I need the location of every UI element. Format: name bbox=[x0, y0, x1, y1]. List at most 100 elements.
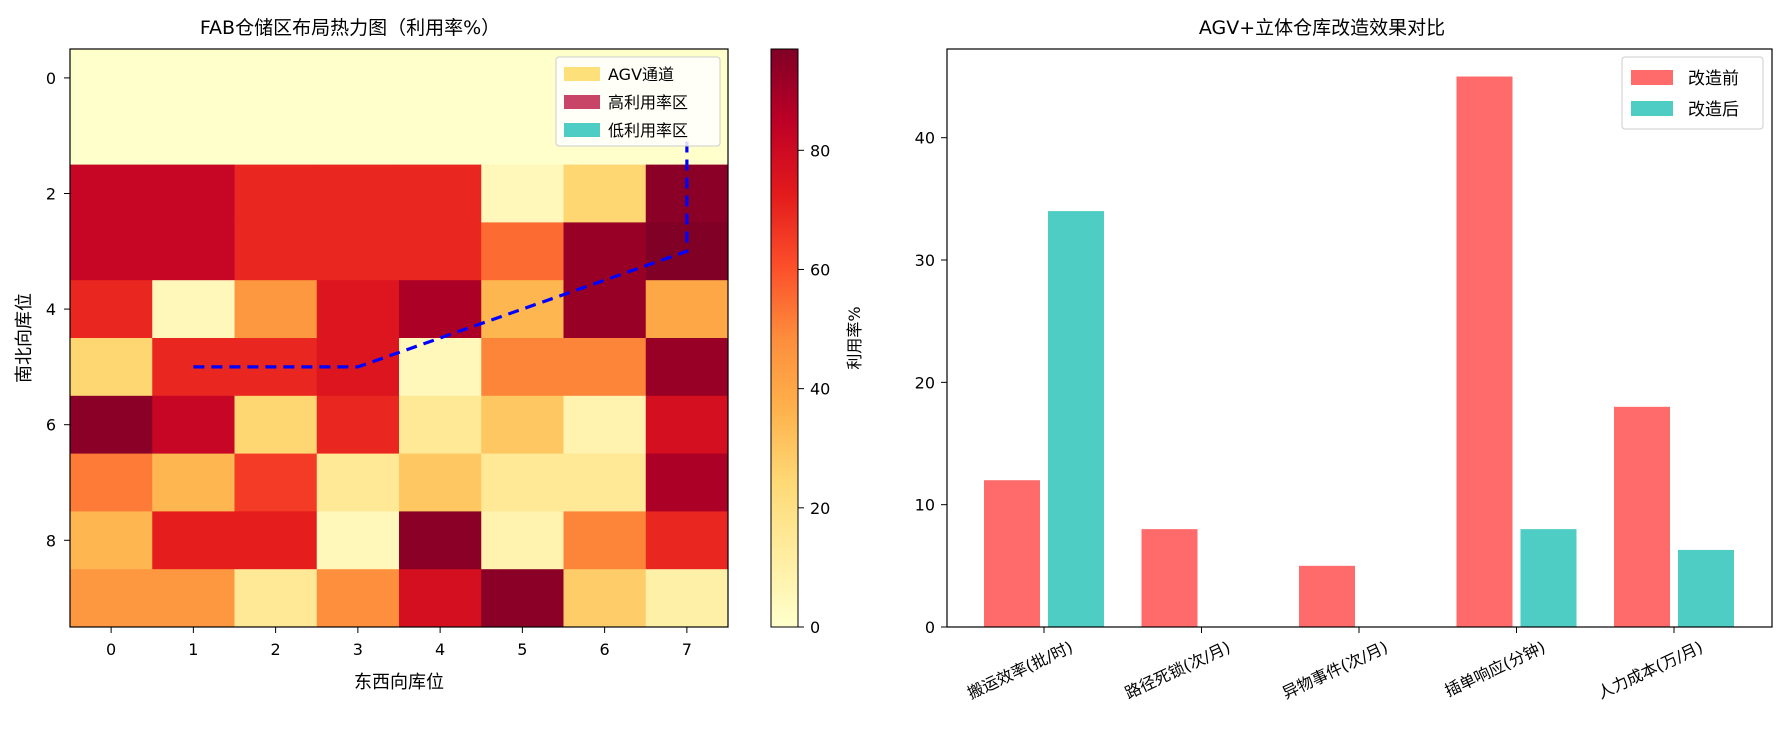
heatmap-cell-0-5 bbox=[481, 49, 564, 108]
heatmap-x-tick-label: 2 bbox=[271, 640, 281, 659]
legend-swatch-before bbox=[1631, 70, 1673, 85]
heatmap-cell-1-2 bbox=[234, 106, 318, 166]
heatmap-cell-0-2 bbox=[234, 49, 318, 108]
colorbar-label: 利用率% bbox=[845, 306, 864, 369]
heatmap-cell-5-0 bbox=[70, 338, 153, 397]
heatmap-cell-7-7 bbox=[645, 453, 729, 512]
heatmap-cell-4-3 bbox=[316, 280, 400, 339]
heatmap-cell-6-0 bbox=[70, 395, 153, 455]
heatmap-cell-8-3 bbox=[316, 511, 400, 570]
heatmap-cell-4-1 bbox=[152, 280, 235, 339]
heatmap-cell-9-6 bbox=[563, 569, 647, 628]
heatmap-cell-7-6 bbox=[563, 453, 647, 512]
heatmap-cell-6-4 bbox=[399, 395, 482, 455]
heatmap-x-tick-label: 4 bbox=[435, 640, 445, 659]
heatmap-cell-3-2 bbox=[234, 222, 318, 281]
heatmap-cell-3-3 bbox=[316, 222, 400, 281]
heatmap-cell-6-1 bbox=[152, 395, 235, 455]
heatmap-cell-3-4 bbox=[399, 222, 482, 281]
heatmap-y-tick-label: 8 bbox=[46, 531, 56, 550]
heatmap-cell-6-7 bbox=[645, 395, 729, 455]
heatmap-cell-9-2 bbox=[234, 569, 318, 628]
heatmap-cell-8-0 bbox=[70, 511, 153, 570]
heatmap-frame bbox=[69, 48, 729, 628]
heatmap-legend: AGV通道 高利用率区 低利用率区 bbox=[555, 56, 721, 147]
legend-swatch-agv bbox=[564, 67, 600, 81]
heatmap-cell-9-5 bbox=[481, 569, 564, 628]
bar-marks bbox=[984, 76, 1734, 628]
bar-before-0 bbox=[984, 480, 1040, 627]
heatmap-cell-2-7 bbox=[645, 164, 729, 223]
heatmap-cell-6-3 bbox=[316, 395, 400, 455]
heatmap-cell-8-4 bbox=[399, 511, 482, 570]
heatmap-cell-7-0 bbox=[70, 453, 153, 512]
bar-before-1 bbox=[1141, 529, 1198, 627]
heatmap-cell-9-0 bbox=[70, 569, 153, 628]
bar-before-2 bbox=[1299, 565, 1355, 627]
heatmap-cell-4-7 bbox=[645, 280, 729, 339]
legend-label-after: 改造后 bbox=[1688, 100, 1739, 120]
heatmap-cell-0-0 bbox=[70, 49, 153, 108]
bar-x-tick-label: 搬运效率(批/时) bbox=[964, 637, 1075, 702]
bar-y-tick-label: 30 bbox=[915, 251, 935, 270]
agv-path-layer bbox=[193, 141, 689, 369]
heatmap-x-label: 东西向库位 bbox=[354, 672, 444, 693]
heatmap-cell-4-2 bbox=[234, 280, 318, 339]
heatmap-cell-5-6 bbox=[563, 338, 647, 397]
heatmap-cell-5-7 bbox=[645, 338, 729, 397]
heatmap-cell-1-3 bbox=[316, 106, 400, 166]
heatmap-y-label: 南北向库位 bbox=[14, 293, 35, 383]
heatmap-cell-3-5 bbox=[481, 222, 564, 281]
heatmap-cell-6-5 bbox=[481, 395, 564, 455]
bar-after-3 bbox=[1520, 529, 1577, 627]
heatmap-cell-7-2 bbox=[234, 453, 318, 512]
bar-before-3 bbox=[1456, 76, 1513, 628]
heatmap-panel: FAB仓储区布局热力图（利用率%） 0 1 2 3 4 5 6 7 0 2 4 6 8 东西向库位 南… bbox=[14, 17, 864, 693]
legend-swatch-high bbox=[564, 95, 600, 109]
heatmap-cell-1-5 bbox=[481, 106, 564, 166]
legend-swatch-after bbox=[1631, 101, 1673, 116]
heatmap-cell-2-3 bbox=[316, 164, 400, 223]
heatmap-cell-4-4 bbox=[399, 280, 482, 339]
heatmap-x-tick-label: 6 bbox=[600, 640, 610, 659]
colorbar-tick-label: 40 bbox=[810, 380, 830, 399]
heatmap-x-tick-label: 3 bbox=[353, 640, 363, 659]
heatmap-cell-2-5 bbox=[481, 164, 564, 223]
heatmap-cell-9-1 bbox=[152, 569, 235, 628]
heatmap-x-ticks: 0 1 2 3 4 5 6 7 bbox=[106, 627, 692, 659]
heatmap-cell-3-1 bbox=[152, 222, 235, 281]
legend-label-high: 高利用率区 bbox=[608, 93, 688, 112]
bar-x-ticks: 搬运效率(批/时) 路径死锁(次/月) 异物事件(次/月) 插单响应(分钟) 人力成本(… bbox=[964, 627, 1706, 703]
heatmap-cell-4-5 bbox=[481, 280, 564, 339]
bar-x-tick-label: 异物事件(次/月) bbox=[1279, 637, 1390, 702]
heatmap-cell-0-1 bbox=[152, 49, 235, 108]
legend-label-low: 低利用率区 bbox=[608, 121, 688, 140]
bar-panel: AGV+立体仓库改造效果对比 0 10 20 30 40 搬运效率(批/时) 路径死锁(次… bbox=[915, 17, 1773, 703]
heatmap-cell-7-1 bbox=[152, 453, 235, 512]
heatmap-y-tick-label: 4 bbox=[46, 300, 56, 319]
heatmap-x-tick-label: 1 bbox=[188, 640, 198, 659]
heatmap-y-tick-label: 2 bbox=[46, 185, 56, 204]
heatmap-cell-3-0 bbox=[70, 222, 153, 281]
heatmap-y-ticks: 0 2 4 6 8 bbox=[46, 69, 70, 550]
heatmap-cell-2-6 bbox=[563, 164, 647, 223]
heatmap-cell-8-2 bbox=[234, 511, 318, 570]
bar-before-4 bbox=[1614, 406, 1670, 627]
colorbar-tick-label: 20 bbox=[810, 499, 830, 518]
heatmap-x-tick-label: 7 bbox=[682, 640, 692, 659]
heatmap-cell-0-4 bbox=[399, 49, 482, 108]
agv-path-line bbox=[193, 141, 689, 369]
heatmap-cell-6-6 bbox=[563, 395, 647, 455]
heatmap-cell-1-1 bbox=[152, 106, 235, 166]
bar-after-4 bbox=[1678, 549, 1734, 627]
bar-x-tick-label: 路径死锁(次/月) bbox=[1122, 637, 1233, 702]
heatmap-cell-8-1 bbox=[152, 511, 235, 570]
heatmap-x-tick-label: 0 bbox=[106, 640, 116, 659]
heatmap-cell-0-3 bbox=[316, 49, 400, 108]
legend-label-agv: AGV通道 bbox=[608, 65, 674, 84]
legend-label-before: 改造前 bbox=[1688, 69, 1739, 89]
heatmap-cell-2-0 bbox=[70, 164, 153, 223]
heatmap-cell-9-7 bbox=[645, 569, 729, 628]
heatmap-y-tick-label: 0 bbox=[46, 69, 56, 88]
heatmap-cell-2-2 bbox=[234, 164, 318, 223]
